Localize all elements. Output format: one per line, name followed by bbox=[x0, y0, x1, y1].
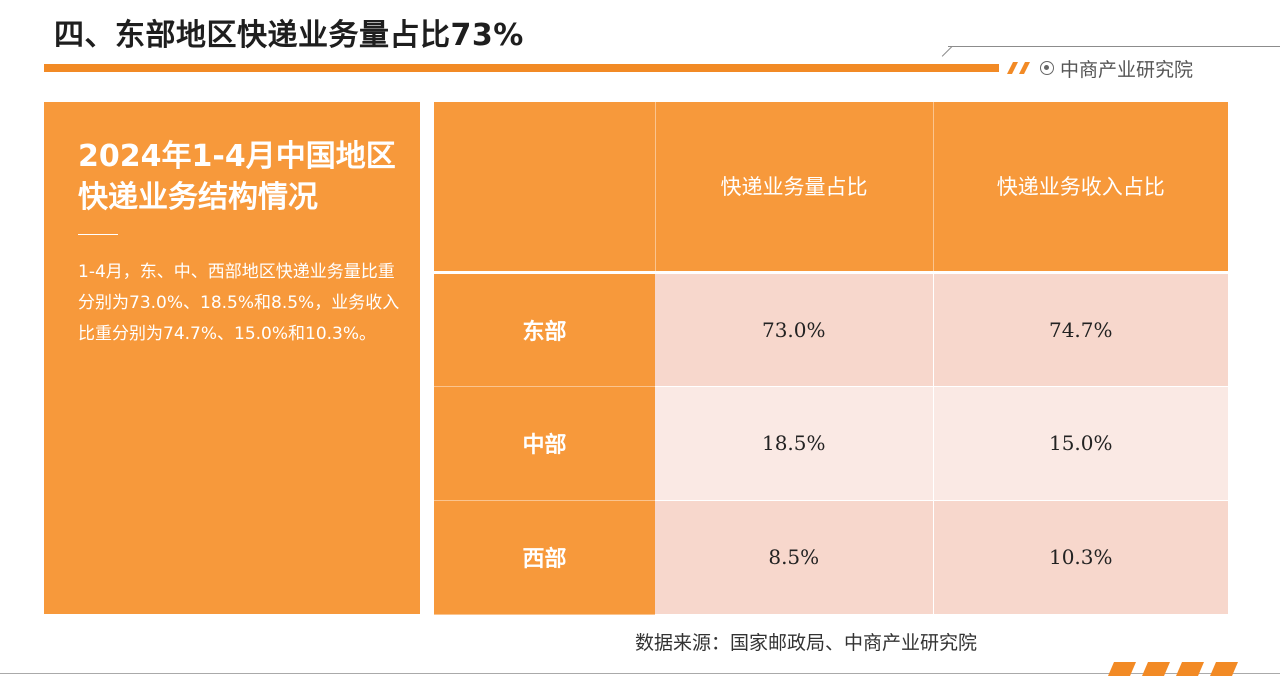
header-divider-slant bbox=[941, 46, 953, 57]
target-icon bbox=[1040, 61, 1054, 75]
data-source-note: 数据来源：国家邮政局、中商产业研究院 bbox=[635, 632, 978, 654]
revenue-share-cell: 10.3% bbox=[932, 500, 1228, 615]
table-row: 西部 8.5% 10.3% bbox=[434, 500, 1228, 615]
volume-share-cell: 8.5% bbox=[655, 500, 933, 615]
summary-text: 1-4月，东、中、西部地区快递业务量比重分别为73.0%、18.5%和8.5%，… bbox=[78, 262, 400, 344]
slash-decoration-icon bbox=[1007, 62, 1030, 74]
table-header-row: 快递业务量占比 快递业务收入占比 bbox=[434, 102, 1228, 274]
region-label: 东部 bbox=[434, 272, 655, 387]
header-revenue-share: 快递业务收入占比 bbox=[932, 102, 1228, 274]
brand-label: 中商产业研究院 bbox=[1040, 55, 1193, 81]
summary-panel: 2024年1-4月中国地区快递业务结构情况 1-4月，东、中、西部地区快递业务量… bbox=[44, 102, 420, 614]
region-label: 西部 bbox=[434, 500, 655, 615]
revenue-share-cell: 74.7% bbox=[932, 272, 1228, 387]
summary-heading: 2024年1-4月中国地区快递业务结构情况 bbox=[78, 139, 396, 215]
regional-share-table: 快递业务量占比 快递业务收入占比 东部 73.0% 74.7% 中部 18.5%… bbox=[434, 102, 1228, 615]
header-volume-share: 快递业务量占比 bbox=[654, 102, 933, 274]
volume-share-cell: 18.5% bbox=[655, 386, 933, 501]
table-row: 中部 18.5% 15.0% bbox=[434, 386, 1228, 501]
table-row: 东部 73.0% 74.7% bbox=[434, 272, 1228, 387]
header-accent-bar bbox=[44, 64, 999, 72]
header-divider-line bbox=[948, 46, 1280, 47]
region-label: 中部 bbox=[434, 386, 655, 501]
brand-name: 中商产业研究院 bbox=[1060, 58, 1194, 81]
footer-divider bbox=[0, 673, 1280, 674]
revenue-share-cell: 15.0% bbox=[932, 386, 1228, 501]
footer-stripe-decoration-icon bbox=[1108, 662, 1238, 676]
heading-underline bbox=[78, 234, 118, 235]
header-corner-cell bbox=[434, 102, 655, 274]
page-title: 四、东部地区快递业务量占比73% bbox=[54, 18, 524, 53]
volume-share-cell: 73.0% bbox=[655, 272, 933, 387]
